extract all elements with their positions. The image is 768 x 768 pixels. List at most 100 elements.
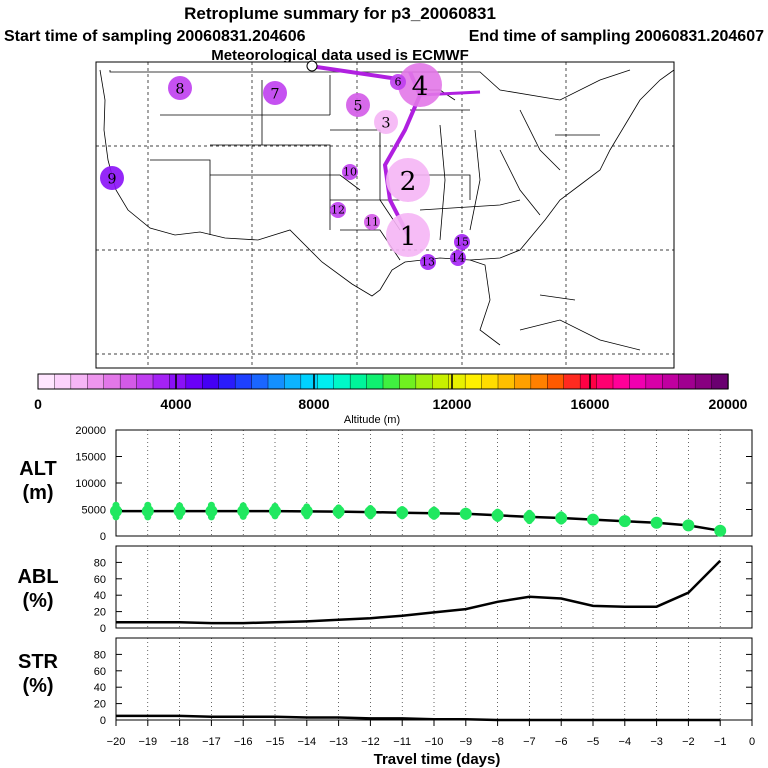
colorbar-cell [662, 373, 680, 390]
particle-dot [271, 512, 279, 520]
colorbar-cell [415, 373, 433, 390]
colorbar-cell [251, 373, 269, 390]
plume-point-label: 8 [175, 81, 184, 97]
x-axis: −20 −19 −18 −17 −16 −15 −14 −13 −12 −11 −10 −9 −8 −7−… [107, 720, 755, 748]
plume-point [100, 166, 124, 190]
panel-label: STR [18, 651, 59, 673]
plume-point-label: 10 [343, 166, 357, 179]
series-line [116, 559, 722, 625]
particle-dot [716, 529, 724, 537]
colorbar-cell [448, 373, 466, 390]
colorbar-cell [694, 373, 713, 390]
colorbar-cell [267, 373, 286, 390]
x-tick-label: −12 [361, 736, 380, 748]
colorbar-cell [37, 373, 56, 390]
panel-unit-label: (%) [22, 675, 53, 697]
particle-dot [684, 523, 692, 531]
colorbar-cell [382, 373, 401, 390]
colorbar-cell [169, 373, 187, 390]
plume-point [346, 93, 370, 117]
colorbar-cell [366, 373, 384, 390]
colorbar-cell [136, 373, 154, 390]
plume-point-label: 11 [365, 216, 379, 229]
colorbar-cell [218, 373, 236, 390]
y-tick-label: 20 [94, 699, 106, 711]
release-site-marker [306, 60, 318, 72]
colorbar-cell [399, 373, 417, 390]
chart-title: Retroplume summary for p3_20060831 [184, 4, 496, 23]
plume-point [168, 76, 192, 100]
y-tick-label: 0 [100, 715, 106, 727]
x-tick-label: −14 [297, 736, 316, 748]
y-tick-label: 40 [94, 682, 106, 694]
plume-point [330, 202, 346, 218]
y-tick-label: 20000 [75, 425, 106, 437]
colorbar-cell [629, 373, 647, 390]
panel-alt: 0 5000 10000 15000 20000 ALT(m) [19, 425, 753, 543]
plume-path [309, 64, 406, 82]
plume-point [374, 110, 398, 134]
colorbar-cell [432, 373, 450, 390]
colorbar-cell [481, 373, 499, 390]
x-axis-label: Travel time (days) [374, 751, 501, 768]
plume-point-label: 15 [455, 236, 469, 249]
plume-point-label: 1 [400, 221, 417, 252]
x-tick-label: −10 [425, 736, 444, 748]
particle-dot [589, 518, 597, 526]
panel-abl: 0 20 40 60 80 ABL(%) [17, 545, 753, 635]
particle-dot [112, 513, 120, 521]
particle-dot [335, 511, 343, 519]
particle-dot [462, 512, 470, 520]
x-tick-label: −2 [682, 736, 695, 748]
y-tick-label: 60 [94, 574, 106, 586]
particle-dot [205, 505, 218, 518]
particle-dot [653, 520, 661, 528]
colorbar-cell [202, 373, 220, 390]
colorbar-cell [563, 373, 581, 390]
panel-label: ABL [17, 566, 58, 588]
particle-dot [398, 512, 406, 520]
x-tick-label: −1 [714, 736, 727, 748]
plume-point [420, 254, 436, 270]
plume-point [386, 213, 430, 257]
plume-point [450, 250, 466, 266]
x-tick-label: −3 [650, 736, 663, 748]
particle-dot [430, 512, 438, 520]
x-tick-label: −15 [266, 736, 285, 748]
plume-point-label: 12 [331, 204, 345, 217]
particle-dot [303, 512, 311, 520]
plume-point-label: 13 [421, 256, 435, 269]
colorbar-cell [54, 373, 72, 390]
colorbar-cell [547, 373, 565, 390]
colorbar-tick-label: 0 [34, 396, 42, 412]
particle-dot [494, 515, 502, 523]
start-time-label: Start time of sampling 20060831.204606 [4, 28, 306, 45]
y-tick-label: 40 [94, 590, 106, 602]
colorbar-cell [333, 373, 351, 390]
plume-point-label: 4 [412, 71, 429, 102]
particle-dot [557, 517, 565, 525]
x-tick-label: −9 [460, 736, 473, 748]
particle-dot [366, 512, 374, 520]
x-tick-label: −13 [329, 736, 348, 748]
x-tick-label: −7 [523, 736, 536, 748]
colorbar-cell [87, 373, 105, 390]
colorbar-tick-label: 4000 [160, 396, 191, 412]
y-tick-label: 60 [94, 666, 106, 678]
colorbar-tick-label: 8000 [298, 396, 329, 412]
particle-dot [207, 513, 215, 521]
particle-dot [525, 517, 533, 525]
colorbar-tick-label: 12000 [433, 396, 472, 412]
colorbar-cell [612, 373, 631, 390]
plume-point-label: 2 [400, 166, 417, 197]
colorbar-cell [579, 373, 598, 390]
plume-point [386, 158, 430, 202]
x-tick-label: −17 [202, 736, 221, 748]
y-tick-label: 15000 [75, 452, 106, 464]
particle-dot [176, 512, 184, 520]
plume-point-label: 7 [270, 86, 279, 102]
particle-dot [239, 512, 247, 520]
plume-point [263, 81, 287, 105]
